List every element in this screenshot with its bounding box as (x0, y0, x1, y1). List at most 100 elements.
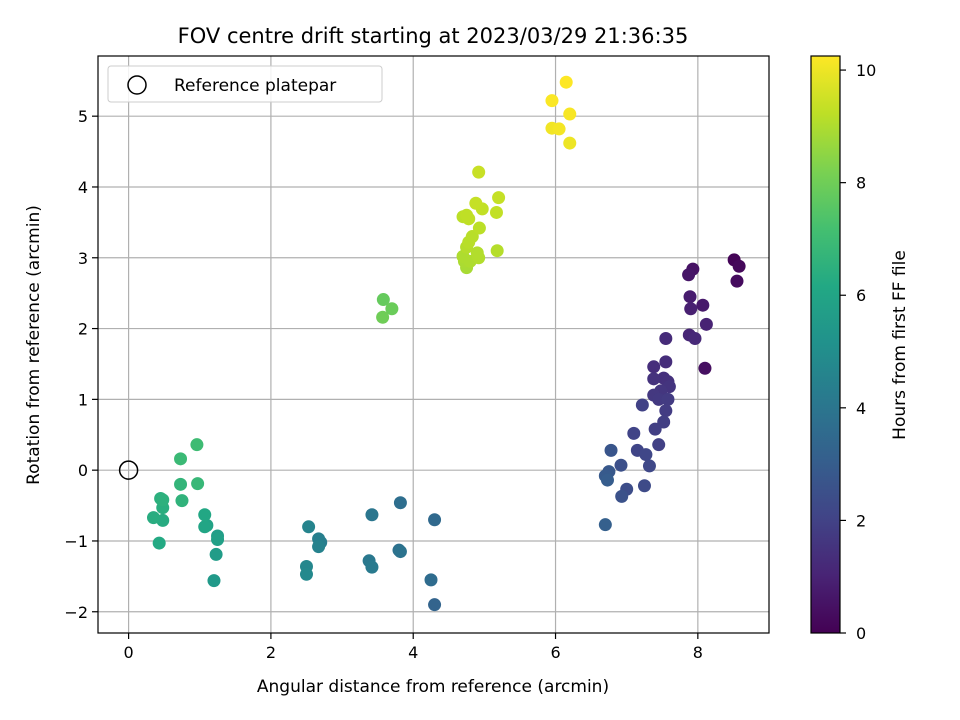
y-tick-label: 0 (78, 461, 88, 480)
data-point (682, 268, 696, 282)
data-point (639, 448, 653, 462)
colorbar-label: Hours from first FF file (890, 250, 910, 440)
y-tick-label: 5 (78, 107, 88, 126)
colorbar-tick-label: 10 (856, 61, 876, 80)
data-point (659, 404, 673, 418)
colorbar-gradient (810, 55, 841, 634)
data-points (147, 75, 746, 612)
data-point (563, 136, 577, 150)
colorbar-ticks: 0 2 4 6 8 10 (840, 61, 876, 643)
data-point (147, 511, 161, 525)
data-point (312, 540, 326, 554)
data-point (647, 372, 661, 386)
x-tick-label: 2 (266, 643, 276, 662)
data-point (600, 473, 614, 487)
data-point (627, 426, 641, 440)
legend: Reference platepar (107, 65, 383, 103)
colorbar-tick-label: 8 (856, 174, 866, 193)
y-tick-label: 4 (78, 178, 88, 197)
y-tick-label: −2 (64, 603, 88, 622)
data-point (211, 533, 225, 547)
data-point (661, 392, 675, 406)
data-point (684, 302, 698, 316)
data-point (299, 567, 313, 581)
data-point (470, 246, 484, 260)
data-point (598, 518, 612, 532)
data-point (659, 355, 673, 369)
data-point (657, 415, 671, 429)
data-point (659, 331, 673, 345)
data-point (191, 477, 205, 491)
data-point (615, 489, 629, 503)
x-tick-label: 6 (550, 643, 560, 662)
data-point (424, 573, 438, 587)
data-point (156, 493, 170, 507)
data-point (472, 221, 486, 235)
x-tick-label: 4 (408, 643, 418, 662)
x-tick-label: 8 (693, 643, 703, 662)
data-point (552, 122, 566, 136)
legend-label: Reference platepar (174, 76, 336, 96)
data-point (732, 259, 746, 273)
data-point (190, 438, 204, 452)
data-point (604, 443, 618, 457)
colorbar-tick-label: 4 (856, 399, 866, 418)
data-point (365, 508, 379, 522)
data-point (465, 230, 479, 244)
plot-frame (97, 55, 770, 634)
data-point (647, 360, 661, 374)
data-point (696, 298, 710, 312)
data-point (683, 290, 697, 304)
data-point (545, 94, 559, 108)
data-point (730, 274, 744, 288)
data-point (302, 520, 316, 534)
data-point (688, 331, 702, 345)
data-point (175, 494, 189, 508)
data-point (393, 496, 407, 510)
legend-box (107, 65, 383, 103)
data-point (652, 392, 666, 406)
y-tick-label: 2 (78, 320, 88, 339)
data-point (637, 479, 651, 493)
y-axis-label: Rotation from reference (arcmin) (24, 205, 44, 485)
data-point (198, 520, 212, 534)
colorbar-tick-label: 0 (856, 624, 866, 643)
data-point (152, 536, 166, 550)
data-point (559, 75, 573, 89)
data-point (428, 513, 442, 527)
data-point (642, 459, 656, 473)
data-point (209, 547, 223, 561)
y-tick-label: 3 (78, 249, 88, 268)
y-tick-label: 1 (78, 390, 88, 409)
grid (98, 56, 769, 633)
reference-point (118, 460, 139, 480)
data-point (365, 560, 379, 574)
plot-area (98, 56, 769, 633)
data-point (385, 302, 399, 316)
chart-title: FOV centre drift starting at 2023/03/29 … (178, 24, 689, 48)
legend-marker (127, 75, 147, 95)
data-point (489, 205, 503, 219)
colorbar-tick-label: 6 (856, 286, 866, 305)
data-point (614, 458, 628, 472)
axis-ticks: 0 2 4 6 8 −2 −1 0 1 2 3 4 5 (64, 107, 703, 662)
data-point (492, 191, 506, 205)
data-point (652, 438, 666, 452)
data-point (393, 545, 407, 559)
data-point (376, 310, 390, 324)
data-point (198, 508, 212, 522)
data-point (376, 293, 390, 307)
data-point (699, 317, 713, 331)
data-point (174, 452, 188, 466)
data-point (563, 107, 577, 121)
colorbar-tick-label: 2 (856, 511, 866, 530)
y-tick-label: −1 (64, 532, 88, 551)
data-point (462, 212, 476, 226)
colorbar: 0 2 4 6 8 10 Hours from first FF file (810, 55, 910, 643)
data-point (207, 574, 221, 588)
x-axis-label: Angular distance from reference (arcmin) (257, 677, 609, 697)
data-point (490, 244, 504, 258)
data-point (648, 422, 662, 436)
data-point (469, 196, 483, 210)
